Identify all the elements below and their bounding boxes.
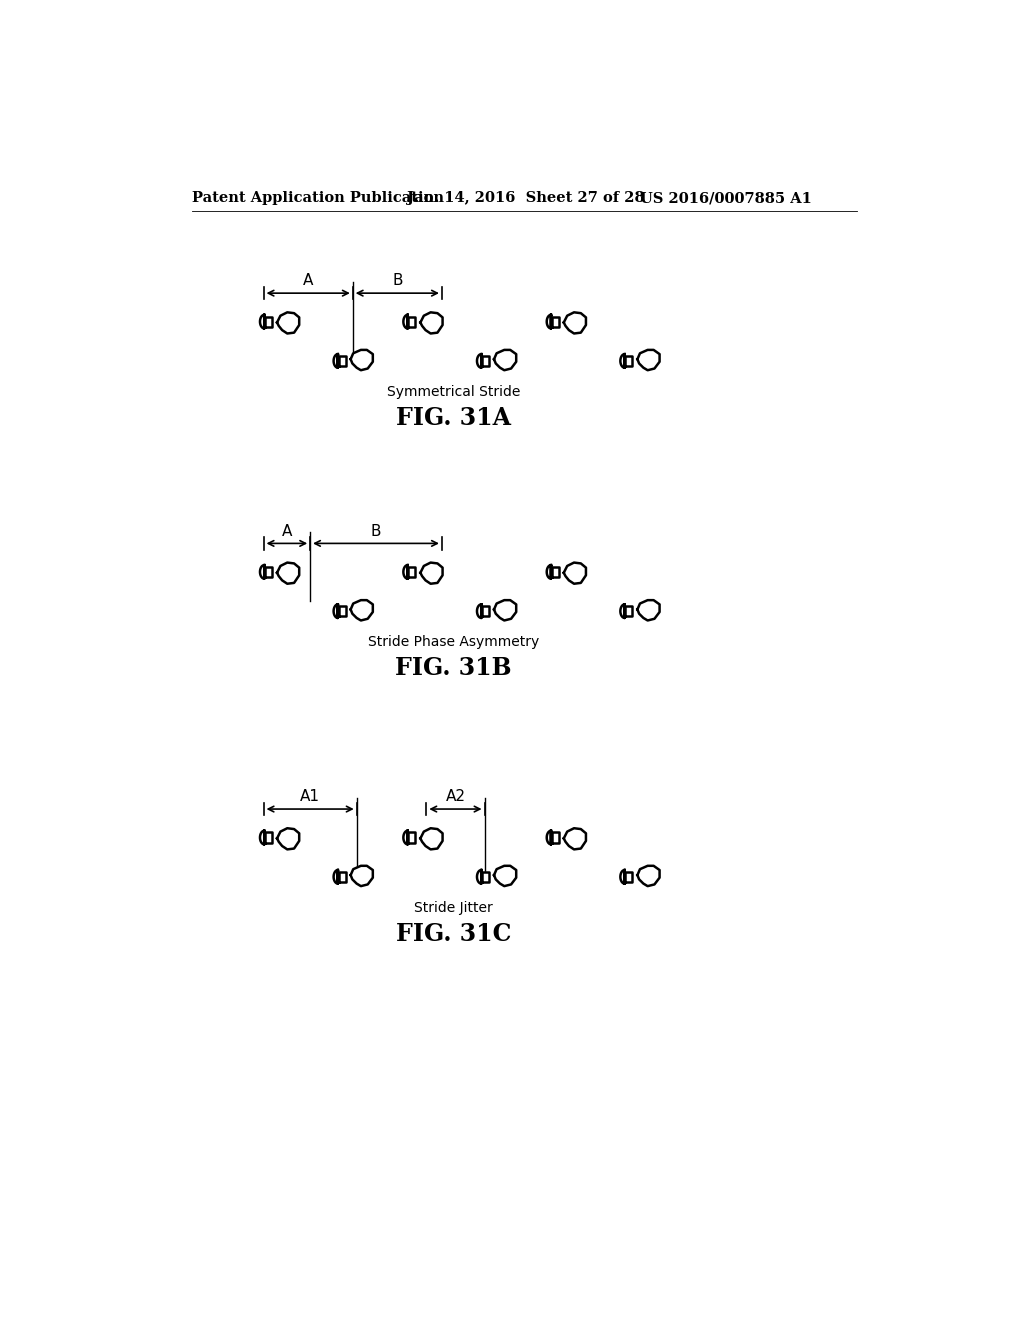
- Polygon shape: [564, 828, 586, 849]
- Polygon shape: [260, 315, 264, 329]
- Polygon shape: [564, 313, 586, 334]
- Polygon shape: [278, 313, 299, 334]
- Polygon shape: [350, 350, 373, 370]
- Polygon shape: [260, 565, 264, 578]
- Polygon shape: [552, 566, 559, 577]
- Polygon shape: [421, 828, 442, 849]
- Polygon shape: [421, 562, 442, 583]
- Polygon shape: [403, 315, 408, 329]
- Polygon shape: [547, 315, 551, 329]
- Polygon shape: [409, 833, 416, 842]
- Text: A: A: [303, 273, 313, 288]
- Text: A1: A1: [300, 789, 321, 804]
- Polygon shape: [350, 601, 373, 620]
- Polygon shape: [334, 354, 338, 368]
- Text: A: A: [282, 524, 292, 539]
- Polygon shape: [265, 566, 272, 577]
- Polygon shape: [339, 871, 345, 882]
- Polygon shape: [339, 356, 345, 366]
- Polygon shape: [482, 356, 488, 366]
- Polygon shape: [626, 871, 632, 882]
- Polygon shape: [621, 870, 625, 883]
- Polygon shape: [334, 870, 338, 883]
- Polygon shape: [409, 317, 416, 327]
- Text: FIG. 31B: FIG. 31B: [395, 656, 512, 680]
- Polygon shape: [265, 317, 272, 327]
- Text: Stride Phase Asymmetry: Stride Phase Asymmetry: [368, 635, 539, 649]
- Text: US 2016/0007885 A1: US 2016/0007885 A1: [640, 191, 811, 206]
- Polygon shape: [477, 605, 481, 618]
- Polygon shape: [482, 606, 488, 616]
- Polygon shape: [552, 833, 559, 842]
- Polygon shape: [621, 605, 625, 618]
- Text: Jan. 14, 2016  Sheet 27 of 28: Jan. 14, 2016 Sheet 27 of 28: [407, 191, 645, 206]
- Polygon shape: [339, 606, 345, 616]
- Polygon shape: [477, 354, 481, 368]
- Polygon shape: [626, 356, 632, 366]
- Polygon shape: [494, 350, 516, 370]
- Polygon shape: [409, 566, 416, 577]
- Text: Patent Application Publication: Patent Application Publication: [193, 191, 444, 206]
- Text: B: B: [371, 524, 381, 539]
- Polygon shape: [494, 866, 516, 886]
- Text: Symmetrical Stride: Symmetrical Stride: [387, 384, 520, 399]
- Polygon shape: [626, 606, 632, 616]
- Text: FIG. 31A: FIG. 31A: [396, 405, 511, 430]
- Polygon shape: [482, 871, 488, 882]
- Polygon shape: [477, 870, 481, 883]
- Polygon shape: [421, 313, 442, 334]
- Polygon shape: [403, 565, 408, 578]
- Polygon shape: [637, 601, 659, 620]
- Text: FIG. 31C: FIG. 31C: [396, 921, 511, 946]
- Polygon shape: [403, 830, 408, 845]
- Polygon shape: [334, 605, 338, 618]
- Polygon shape: [350, 866, 373, 886]
- Polygon shape: [494, 601, 516, 620]
- Polygon shape: [265, 833, 272, 842]
- Text: Stride Jitter: Stride Jitter: [414, 900, 493, 915]
- Polygon shape: [637, 866, 659, 886]
- Text: B: B: [392, 273, 402, 288]
- Polygon shape: [260, 830, 264, 845]
- Polygon shape: [552, 317, 559, 327]
- Polygon shape: [621, 354, 625, 368]
- Polygon shape: [278, 562, 299, 583]
- Text: A2: A2: [445, 789, 466, 804]
- Polygon shape: [547, 830, 551, 845]
- Polygon shape: [637, 350, 659, 370]
- Polygon shape: [278, 828, 299, 849]
- Polygon shape: [564, 562, 586, 583]
- Polygon shape: [547, 565, 551, 578]
